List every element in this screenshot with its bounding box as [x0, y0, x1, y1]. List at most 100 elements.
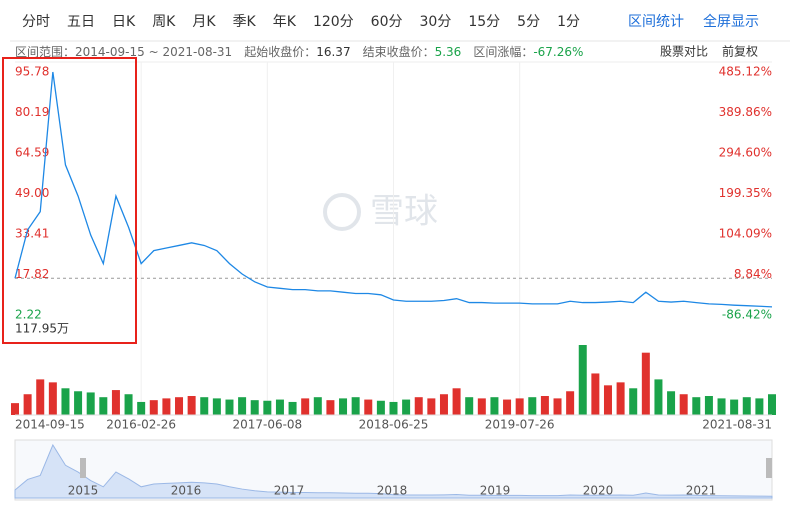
change-label: 区间涨幅： [473, 44, 533, 59]
range-end: 2021-08-31 [162, 45, 232, 59]
volume-bar [48, 382, 57, 415]
volume-bar [540, 396, 549, 415]
volume-bar [23, 394, 32, 415]
volume-bar [452, 388, 461, 415]
toolbar-tab[interactable]: 五日 [67, 14, 95, 30]
watermark: 雪球 [323, 192, 438, 232]
watermark-text: 雪球 [370, 192, 438, 232]
navigator-label: 2016 [171, 484, 202, 498]
toolbar-tab[interactable]: 30分 [420, 14, 452, 30]
volume-bar [212, 398, 221, 415]
navigator-label: 2015 [68, 484, 99, 498]
y-tick-label: 95.78 [15, 65, 49, 79]
volume-bar [187, 396, 196, 415]
end-close: 5.36 [435, 45, 462, 59]
y2-tick-label: 199.35% [719, 186, 772, 200]
y-tick-label: 2.22 [15, 308, 42, 322]
volume-bar [515, 398, 524, 415]
volume-bar [389, 401, 398, 415]
navigator-handle [80, 458, 86, 478]
volume-bar [313, 397, 322, 415]
toolbar-tab[interactable]: 120分 [313, 14, 354, 30]
price-line [14, 71, 773, 308]
y-tick-label: 64.59 [15, 146, 49, 160]
volume-bar [641, 352, 650, 415]
y-tick-label: 49.00 [15, 186, 49, 200]
range-label: 区间范围： [15, 45, 75, 59]
adjust-button[interactable]: 前复权 [722, 44, 758, 59]
volume-bar [250, 400, 259, 415]
y-tick-label: 33.41 [15, 226, 49, 240]
volume-bar [414, 397, 423, 415]
volume-bar [427, 398, 436, 415]
y2-tick-label: 389.86% [719, 105, 772, 119]
volume-bar [553, 398, 562, 415]
volume-bar [99, 397, 108, 415]
volume-bar [376, 400, 385, 415]
volume-bar [111, 390, 120, 415]
toolbar-tab[interactable]: 日K [112, 14, 136, 30]
end-label: 结束收盘价： [363, 44, 435, 59]
volume-bar [704, 396, 713, 415]
volume-bar [717, 398, 726, 415]
volume-bar [490, 397, 499, 415]
y-tick-label: 17.82 [15, 267, 49, 281]
y2-tick-label: 485.12% [719, 65, 772, 79]
volume-bar [528, 397, 537, 415]
navigator-label: 2020 [583, 484, 614, 498]
y2-tick-label: 8.84% [734, 267, 772, 281]
volume-bar [137, 401, 146, 415]
toolbar-tab[interactable]: 分时 [22, 14, 50, 30]
x-tick-label: 2018-06-25 [359, 418, 429, 432]
volume-tick-label: 117.95万 [15, 322, 69, 336]
start-close: 16.37 [316, 45, 350, 59]
volume-bar [755, 398, 764, 415]
toolbar-tab[interactable]: 季K [233, 14, 257, 30]
volume-bar [364, 399, 373, 415]
toolbar-tab[interactable]: 5分 [517, 14, 540, 30]
volume-bar [288, 401, 297, 415]
toolbar-action[interactable]: 全屏显示 [703, 13, 759, 30]
volume-bar [629, 388, 638, 415]
x-tick-label: 2021-08-31 [702, 418, 772, 432]
volume-bar [742, 397, 751, 415]
volume-bar [225, 399, 234, 415]
volume-bar [768, 394, 776, 415]
volume-bar [465, 397, 474, 415]
toolbar-tab[interactable]: 1分 [557, 14, 580, 30]
volume-bar [275, 399, 284, 415]
volume-bar [679, 394, 688, 415]
volume-bar [566, 391, 575, 415]
toolbar-tab[interactable]: 年K [273, 14, 297, 30]
volume-bar [730, 399, 739, 415]
y2-tick-label: 294.60% [719, 146, 772, 160]
watermark-logo [323, 193, 361, 231]
navigator-area [14, 443, 773, 499]
navigator-label: 2017 [274, 484, 305, 498]
volume-bar [74, 391, 83, 415]
volume-bar [326, 400, 335, 415]
volume-bar [477, 398, 486, 415]
compare-button[interactable]: 股票对比 [660, 45, 708, 59]
volume-bar [603, 385, 612, 415]
volume-bar [339, 398, 348, 415]
volume-bar [402, 399, 411, 415]
navigator-handle [766, 458, 772, 478]
toolbar-tab[interactable]: 月K [192, 14, 216, 30]
navigator-label: 2018 [377, 484, 408, 498]
change: -67.26% [533, 45, 583, 59]
x-tick-label: 2019-07-26 [485, 418, 555, 432]
x-tick-label: 2016-02-26 [106, 418, 176, 432]
volume-bar [61, 388, 70, 415]
volume-bar [654, 379, 663, 415]
toolbar-tab[interactable]: 60分 [371, 14, 403, 30]
range-sep: ~ [145, 45, 163, 59]
volume-bar [578, 345, 587, 415]
volume-bar [36, 379, 45, 415]
volume-bar [301, 398, 310, 415]
toolbar-tab[interactable]: 周K [152, 14, 176, 30]
toolbar-action[interactable]: 区间统计 [628, 14, 684, 30]
toolbar-tab[interactable]: 15分 [468, 14, 500, 30]
volume-bar [692, 397, 701, 415]
volume-bar [162, 398, 171, 415]
